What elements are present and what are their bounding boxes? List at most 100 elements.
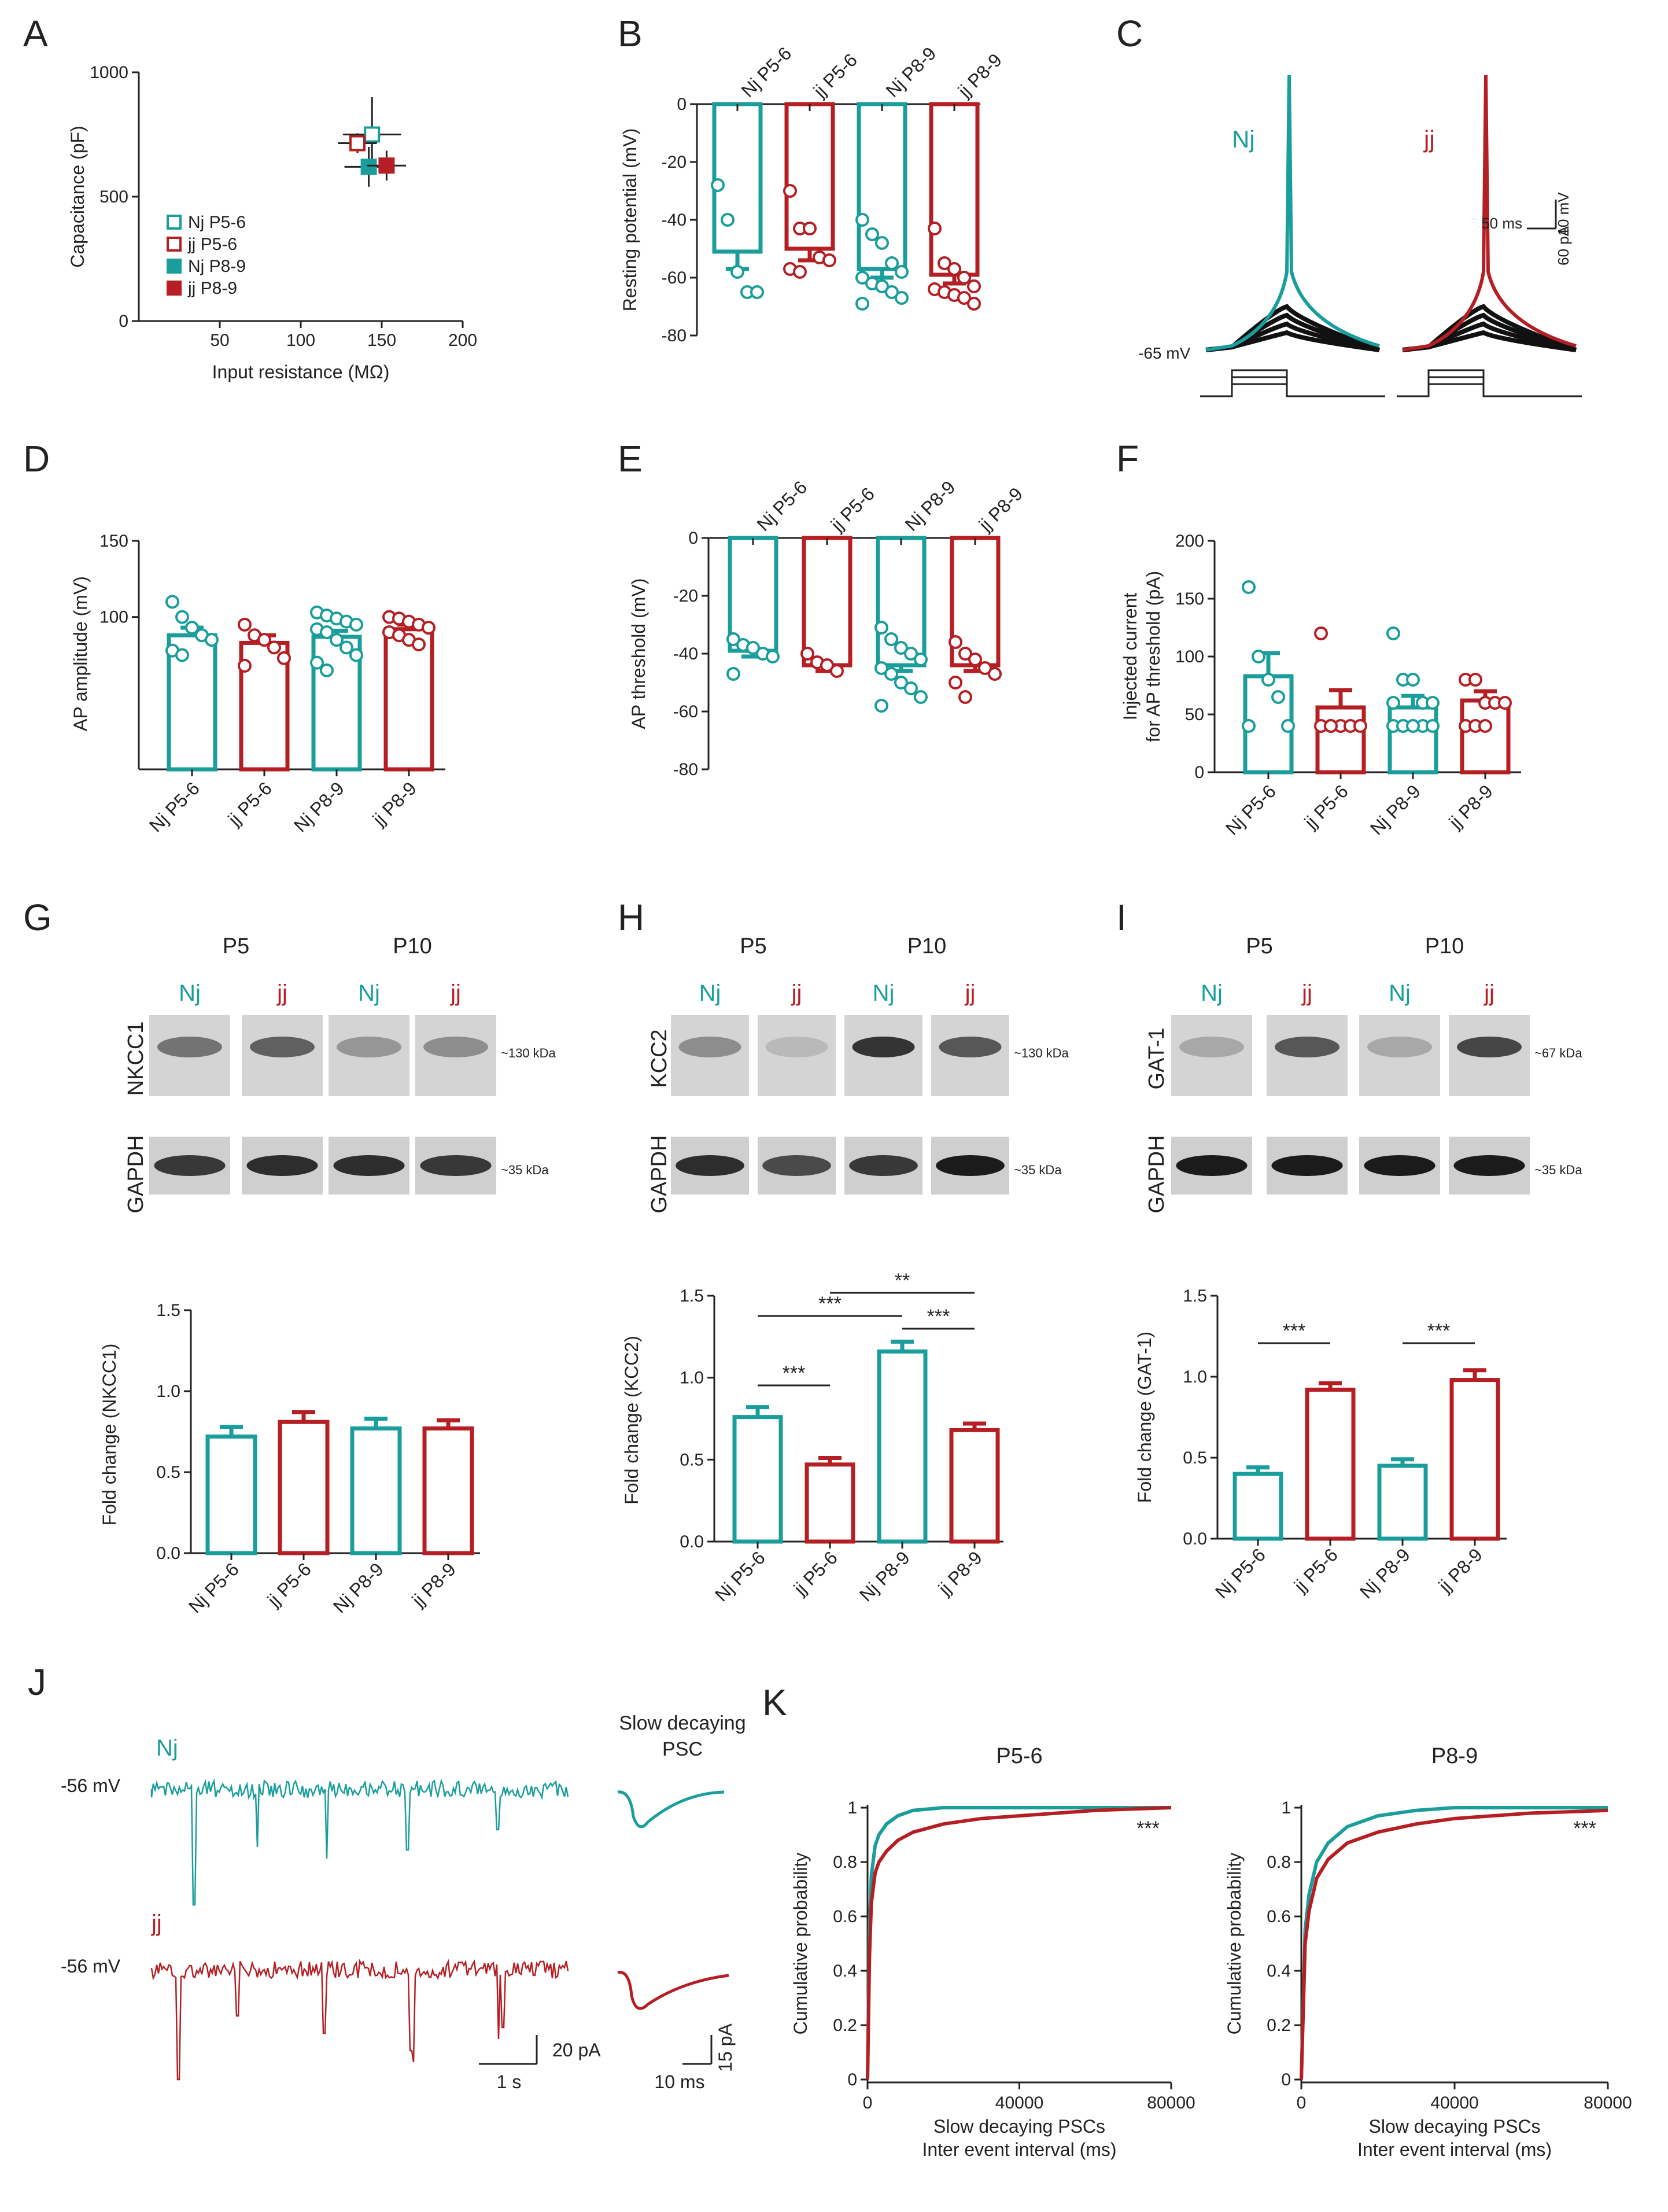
data-point-D-2	[320, 625, 334, 639]
data-point-F-1	[1353, 719, 1367, 733]
panel-letter-E: E	[618, 438, 643, 480]
data-point-E-2	[914, 690, 928, 704]
significance-stars-H: ***	[818, 1293, 842, 1315]
data-point-E-0	[726, 667, 740, 681]
data-point-E-2	[894, 676, 908, 690]
data-point-D-1	[257, 633, 271, 647]
legend-label-A-0: Nj P5-6	[188, 213, 246, 232]
legend-marker-A-3	[167, 281, 182, 296]
data-point-E-3	[958, 690, 972, 704]
category-label-I-1: jj P5-6	[1290, 1544, 1342, 1596]
category-label-H-0: Nj P5-6	[711, 1547, 769, 1605]
data-point-F-1	[1314, 626, 1328, 640]
scale-current-J-left: 20 pA	[552, 2040, 601, 2060]
data-point-F-2	[1386, 696, 1400, 710]
blot-band-H-2	[852, 1037, 915, 1057]
data-point-E-0	[726, 632, 740, 646]
data-point-F-2	[1426, 719, 1440, 733]
age-header-G: P5	[223, 934, 249, 958]
y-axis-label-F-1: Injected current	[1120, 593, 1141, 721]
data-point-F-0	[1281, 719, 1295, 733]
lane-label-H-1: jj	[791, 980, 802, 1006]
category-label-H-2: Nj P8-9	[855, 1547, 914, 1605]
panel-letter-C: C	[1116, 13, 1143, 54]
category-label-H-3: jj P8-9	[934, 1547, 986, 1599]
data-point-B-3	[947, 262, 961, 276]
data-point-B-2	[895, 291, 909, 305]
blot-band-I-0	[1179, 1037, 1244, 1057]
category-label-D-3: jj P8-9	[368, 777, 420, 830]
subthreshold-trace-nj	[1205, 304, 1381, 352]
y-tick-label-H: 1.0	[680, 1369, 704, 1388]
data-point-E-2	[874, 621, 888, 635]
age-header-H: P10	[907, 934, 947, 958]
data-point-E-2	[894, 641, 908, 655]
gapdh-band-I-0	[1176, 1155, 1248, 1176]
data-point-E-2	[884, 667, 898, 681]
gapdh-band-G-0	[154, 1155, 226, 1176]
gapdh-label-H: GAPDH	[647, 1135, 671, 1213]
legend-label-A-3: jj P8-9	[187, 279, 237, 298]
data-point-B-2	[875, 279, 889, 293]
data-point-E-0	[746, 641, 760, 655]
data-point-D-1	[267, 640, 281, 655]
data-point-D-1	[238, 617, 252, 632]
y-tick-label-K1: 0.2	[833, 2016, 857, 2035]
data-point-B-2	[855, 213, 869, 227]
data-point-D-0	[165, 595, 179, 609]
current-trace-jj	[150, 1959, 569, 2081]
data-point-E-1	[800, 647, 814, 661]
data-point-F-0	[1252, 650, 1265, 663]
data-point-D-0	[175, 648, 189, 662]
x-tick-label-K2: 80000	[1584, 2093, 1632, 2113]
y-tick-label-K1: 0.4	[833, 1962, 857, 1981]
scale-time-C: 50 ms	[1481, 215, 1522, 232]
significance-stars-I: ***	[1427, 1320, 1451, 1342]
y-tick-label-E: -20	[673, 587, 698, 606]
gapdh-band-G-3	[420, 1155, 492, 1176]
marker-A-3	[378, 157, 395, 174]
data-point-F-2	[1406, 673, 1420, 687]
gapdh-band-G-2	[333, 1155, 405, 1176]
age-header-I: P5	[1246, 934, 1272, 958]
panel-letter-J: J	[28, 1661, 46, 1703]
data-point-B-1	[793, 265, 807, 279]
y-tick-label-G: 0.5	[156, 1463, 180, 1482]
y-tick-label-K1: 0	[847, 2070, 857, 2089]
category-label-I-2: Nj P8-9	[1356, 1544, 1414, 1602]
bar-B-3	[929, 102, 980, 277]
cdf-line-K2-Nj	[1300, 1806, 1608, 2080]
data-point-E-3	[949, 676, 962, 690]
vm-label-J-nj: -56 mV	[61, 1775, 121, 1796]
data-point-F-2	[1426, 696, 1440, 710]
data-point-B-1	[803, 222, 817, 235]
category-label-G-0: Nj P5-6	[184, 1558, 243, 1617]
psc-average-jj	[617, 1971, 729, 2010]
lane-label-I-3: jj	[1484, 980, 1494, 1006]
category-label-E-1: jj P5-6	[826, 483, 879, 535]
data-point-F-0	[1261, 673, 1275, 687]
legend-marker-A-1	[167, 237, 182, 252]
bar-I-1	[1305, 1387, 1356, 1541]
scale-time-J-right: 10 ms	[654, 2071, 704, 2092]
marker-A-1	[349, 135, 366, 152]
y-axis-label-I: Fold change (GAT-1)	[1134, 1332, 1155, 1503]
y-tick-label-K1: 0.8	[833, 1853, 857, 1872]
gapdh-kda-G: ~35 kDa	[501, 1163, 549, 1177]
subthreshold-trace-jj	[1402, 321, 1577, 352]
data-point-D-1	[238, 658, 252, 673]
lane-label-G-0: Nj	[179, 980, 201, 1006]
y-tick-label-A: 1000	[90, 63, 128, 82]
y-tick-label-A: 0	[119, 312, 128, 331]
panel-letter-D: D	[23, 438, 50, 480]
y-tick-label-I: 1.0	[1183, 1367, 1207, 1387]
data-point-B-3	[957, 291, 971, 305]
blot-band-G-1	[250, 1037, 315, 1057]
y-tick-label-A: 500	[99, 187, 128, 207]
bar-H-1	[805, 1462, 855, 1544]
subthreshold-trace-nj	[1205, 321, 1380, 352]
panel-letter-I: I	[1116, 897, 1127, 938]
data-point-E-1	[820, 658, 834, 672]
data-point-E-0	[766, 650, 780, 663]
